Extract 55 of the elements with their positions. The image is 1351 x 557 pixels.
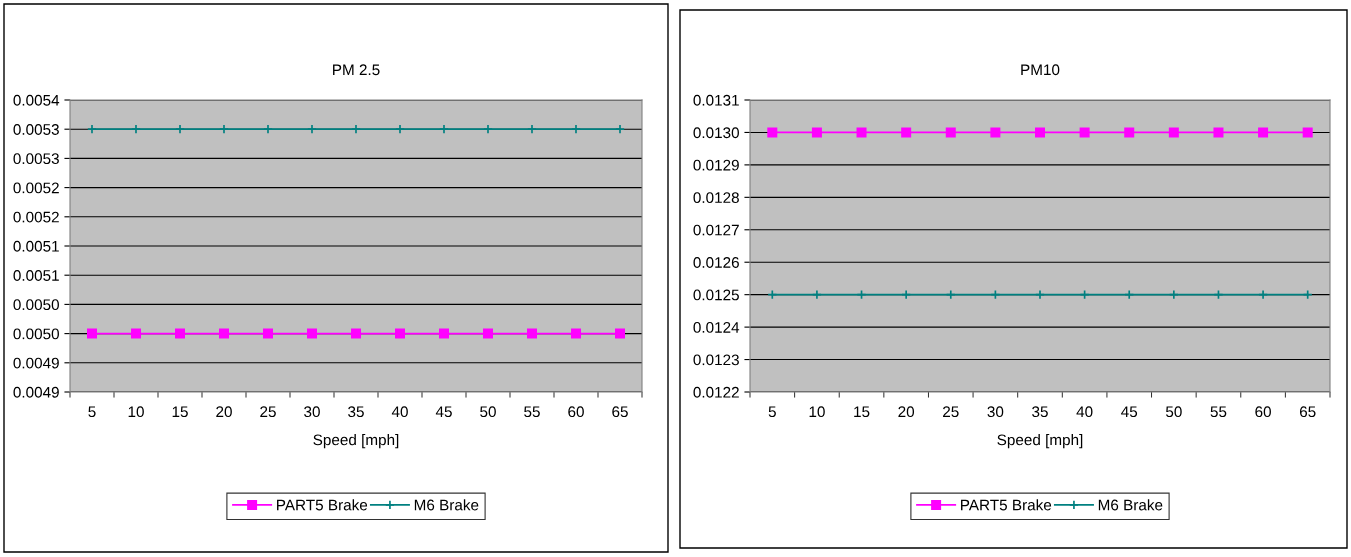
x-tick-label: 60 — [568, 406, 584, 418]
chart-title: PM 2.5 — [333, 64, 380, 76]
x-tick-label: 20 — [216, 406, 232, 418]
x-tick-label: 10 — [809, 406, 825, 418]
y-tick-label: 0.0124 — [693, 321, 740, 333]
x-tick-label: 50 — [480, 406, 496, 418]
y-tick-label: 0.0053 — [13, 153, 59, 165]
y-tick-label: 0.0127 — [693, 224, 739, 236]
y-tick-label: 0.0050 — [13, 299, 59, 311]
x-tick-label: 10 — [128, 406, 144, 418]
x-tick-label: 30 — [304, 406, 320, 418]
x-tick-label: 20 — [898, 406, 915, 418]
x-tick-label: 5 — [88, 406, 96, 418]
x-tick-label: 65 — [1299, 406, 1316, 418]
y-tick-label: 0.0130 — [693, 127, 739, 139]
y-tick-label: 0.0049 — [13, 357, 59, 369]
chart-title: PM10 — [1021, 64, 1060, 76]
y-tick-label: 0.0052 — [13, 182, 59, 194]
y-tick-label: 0.0054 — [13, 94, 60, 106]
x-tick-label: 40 — [1076, 406, 1093, 418]
x-tick-label: 55 — [1210, 406, 1227, 418]
x-tick-label: 65 — [612, 406, 628, 418]
x-tick-label: 55 — [524, 406, 540, 418]
y-tick-label: 0.0125 — [693, 289, 739, 301]
y-tick-label: 0.0053 — [13, 124, 59, 135]
y-tick-label: 0.0123 — [693, 354, 739, 366]
x-axis-title: Speed [mph] — [313, 434, 399, 449]
legend-label: M6 Brake — [414, 499, 479, 511]
y-tick-label: 0.0128 — [693, 192, 739, 204]
legend-label: PART5 Brake — [277, 499, 368, 511]
y-tick-label: 0.0131 — [693, 94, 739, 106]
y-tick-label: 0.0052 — [13, 211, 59, 223]
y-tick-label: 0.0050 — [13, 328, 59, 340]
x-tick-label: 25 — [943, 406, 959, 418]
x-tick-label: 45 — [435, 406, 452, 418]
x-tick-label: 25 — [260, 406, 276, 418]
y-tick-label: 0.0122 — [693, 386, 739, 398]
x-tick-label: 50 — [1165, 406, 1182, 418]
x-axis-title: Speed [mph] — [997, 434, 1083, 449]
y-tick-label: 0.0129 — [693, 159, 739, 171]
y-tick-label: 0.0049 — [13, 386, 59, 398]
y-tick-label: 0.0051 — [13, 240, 59, 252]
x-tick-label: 35 — [348, 406, 364, 418]
x-tick-label: 60 — [1255, 406, 1271, 418]
x-tick-label: 45 — [1121, 406, 1138, 418]
x-tick-label: 40 — [391, 406, 408, 418]
x-tick-label: 30 — [987, 406, 1004, 418]
legend-label: PART5 Brake — [961, 499, 1052, 511]
y-tick-label: 0.0126 — [693, 257, 739, 268]
x-tick-label: 5 — [768, 406, 776, 418]
x-tick-label: 15 — [172, 406, 188, 418]
y-tick-label: 0.0051 — [13, 270, 59, 281]
legend-label: M6 Brake — [1098, 499, 1163, 511]
x-tick-label: 35 — [1032, 406, 1048, 418]
x-tick-label: 15 — [854, 406, 870, 418]
